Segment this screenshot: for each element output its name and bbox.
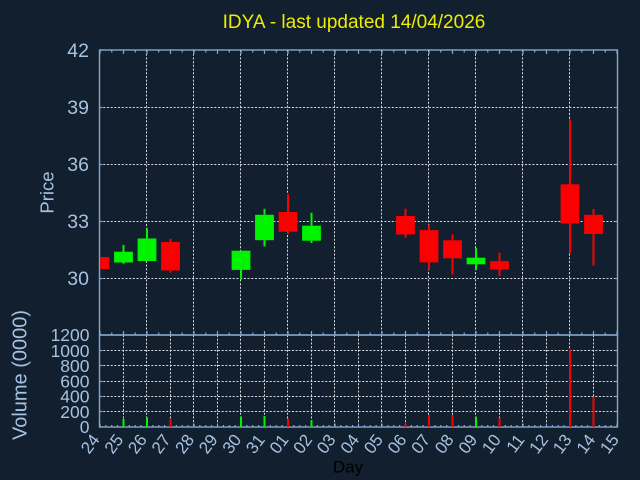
svg-text:800: 800	[60, 356, 89, 376]
svg-text:600: 600	[60, 371, 89, 391]
svg-text:Day: Day	[333, 458, 364, 477]
svg-text:30: 30	[67, 268, 89, 290]
svg-text:400: 400	[60, 387, 89, 407]
svg-text:0: 0	[80, 417, 90, 437]
svg-text:1000: 1000	[51, 341, 90, 361]
svg-text:Volume (0000): Volume (0000)	[10, 310, 32, 440]
svg-text:42: 42	[67, 40, 89, 62]
svg-text:39: 39	[67, 97, 89, 119]
svg-text:1200: 1200	[51, 325, 90, 345]
svg-text:IDYA - last updated 14/04/2026: IDYA - last updated 14/04/2026	[223, 12, 486, 33]
svg-text:200: 200	[60, 402, 89, 422]
svg-text:36: 36	[67, 154, 89, 176]
svg-text:Price: Price	[37, 171, 58, 213]
svg-text:33: 33	[67, 211, 89, 233]
